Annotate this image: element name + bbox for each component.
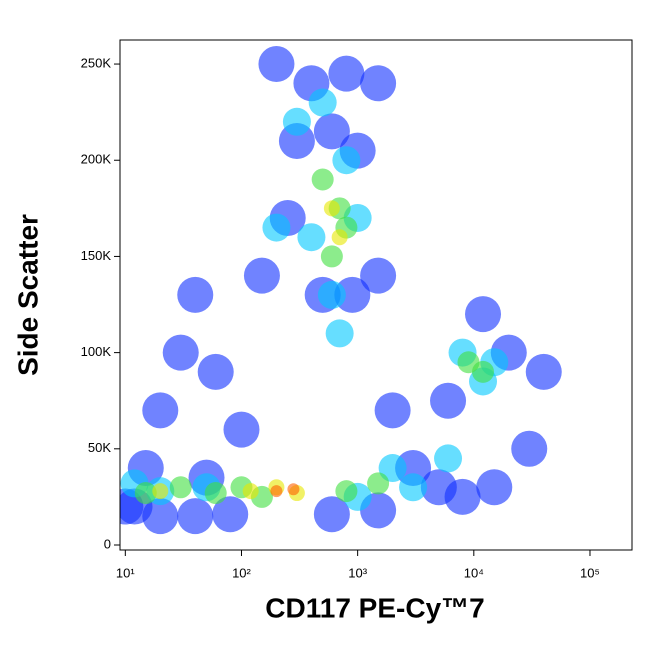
point bbox=[325, 319, 354, 348]
point bbox=[177, 498, 214, 535]
point bbox=[320, 245, 343, 268]
plot-points bbox=[120, 46, 562, 535]
point bbox=[360, 257, 397, 294]
y-tick-label: 50K bbox=[88, 440, 111, 455]
point bbox=[197, 353, 234, 390]
plot-frame bbox=[119, 39, 633, 551]
point bbox=[472, 360, 495, 383]
point bbox=[142, 392, 179, 429]
point bbox=[152, 483, 169, 500]
point bbox=[142, 498, 179, 535]
point bbox=[282, 107, 311, 136]
point bbox=[243, 257, 280, 294]
point bbox=[212, 496, 249, 533]
point bbox=[313, 496, 350, 533]
point bbox=[311, 168, 334, 191]
y-axis-label: Side Scatter bbox=[12, 214, 43, 376]
y-tick-label: 150K bbox=[81, 248, 112, 263]
x-tick-label: 10² bbox=[232, 565, 251, 580]
point bbox=[360, 65, 397, 102]
point bbox=[335, 480, 358, 503]
point bbox=[242, 483, 259, 500]
point bbox=[399, 473, 428, 502]
point bbox=[444, 478, 481, 515]
point bbox=[331, 229, 348, 246]
point bbox=[430, 382, 467, 419]
point bbox=[169, 476, 192, 499]
point bbox=[313, 113, 350, 150]
point bbox=[287, 483, 300, 496]
x-tick-label: 10³ bbox=[348, 565, 367, 580]
y-tick-label: 100K bbox=[81, 344, 112, 359]
point bbox=[332, 146, 361, 175]
x-tick-label: 10⁵ bbox=[580, 565, 600, 580]
point bbox=[204, 482, 227, 505]
point bbox=[334, 276, 371, 313]
point bbox=[262, 213, 291, 242]
point bbox=[328, 55, 365, 92]
point bbox=[374, 392, 411, 429]
y-tick-label: 200K bbox=[81, 152, 112, 167]
point bbox=[162, 334, 199, 371]
x-tick-label: 10¹ bbox=[116, 565, 135, 580]
point bbox=[317, 280, 346, 309]
point bbox=[378, 454, 407, 483]
y-tick-label: 0 bbox=[104, 536, 111, 551]
point bbox=[177, 276, 214, 313]
point bbox=[258, 46, 295, 83]
point bbox=[465, 296, 502, 333]
point bbox=[223, 411, 260, 448]
point bbox=[270, 485, 283, 498]
point bbox=[134, 482, 157, 505]
point bbox=[297, 223, 326, 252]
x-axis-label: CD117 PE-Cy™7 bbox=[265, 592, 484, 623]
point bbox=[476, 469, 513, 506]
point bbox=[434, 444, 463, 473]
point bbox=[525, 353, 562, 390]
y-tick-label: 250K bbox=[81, 55, 112, 70]
point bbox=[367, 472, 390, 495]
x-tick-label: 10⁴ bbox=[464, 565, 484, 580]
point bbox=[323, 200, 340, 217]
point bbox=[308, 88, 337, 117]
point bbox=[511, 430, 548, 467]
